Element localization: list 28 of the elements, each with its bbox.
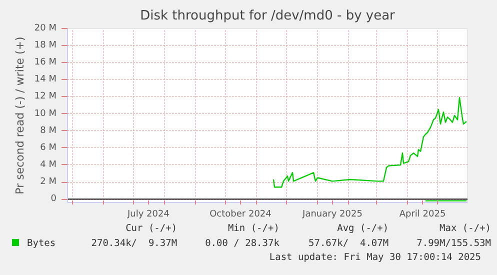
x-tick-label: July 2024 — [126, 210, 170, 220]
text: Max (-/+) — [438, 222, 492, 236]
x-tick-label: April 2025 — [399, 210, 446, 220]
text: 270.34k/ 9.37M — [90, 236, 178, 251]
x-tick-label: January 2025 — [302, 210, 362, 220]
y-tick-label: 8 M — [40, 126, 57, 136]
y-axis-title: Pr second read (-) / write (+) — [13, 36, 26, 194]
text: Avg (-/+) — [336, 222, 390, 236]
y-tick-label: 4 M — [40, 160, 57, 170]
y-tick-label: 14 M — [34, 74, 56, 85]
y-tick-label: 0 — [50, 194, 57, 204]
y-tick-label: 6 M — [40, 142, 57, 153]
text: Min (-/+) — [226, 222, 280, 236]
y-tick-label: 16 M — [34, 58, 56, 68]
y-tick-label: 10 M — [34, 108, 56, 119]
text: 7.99M/155.53M — [416, 236, 492, 251]
text: 0.00 / 28.37k — [204, 236, 280, 251]
text: 57.67k/ 4.07M — [308, 236, 390, 251]
y-tick-label: 12 M — [34, 92, 56, 102]
chart-title: Disk throughput for /dev/md0 - by year — [140, 8, 396, 24]
y-tick-label: 18 M — [34, 40, 56, 51]
line-series — [272, 96, 468, 188]
text: Cur (-/+) — [124, 222, 178, 236]
y-tick-label: 2 M — [40, 177, 57, 188]
legend-label: Bytes — [26, 236, 57, 251]
x-tick-label: October 2024 — [210, 210, 272, 220]
y-tick-label: 20 M — [34, 24, 56, 34]
text: Last update: Fri May 30 17:00:14 2025 — [268, 251, 482, 265]
